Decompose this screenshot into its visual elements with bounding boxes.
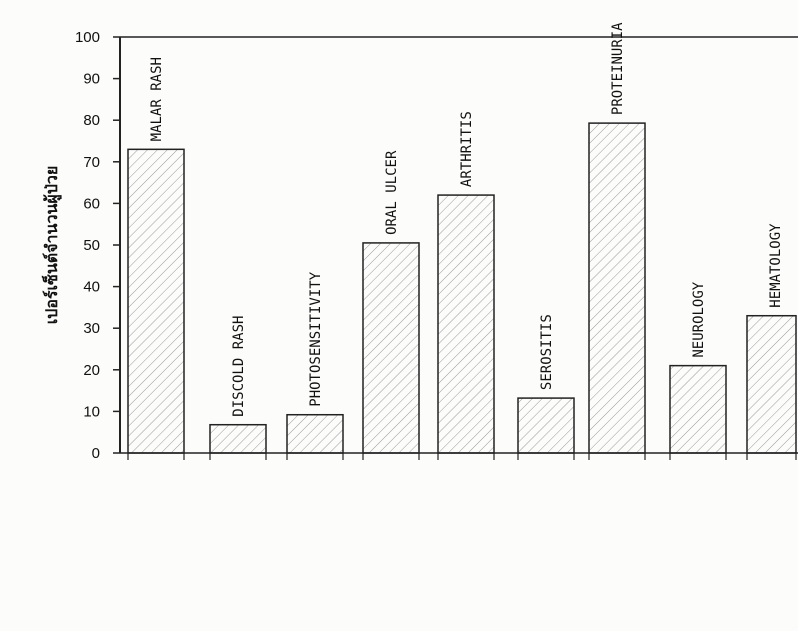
y-axis-label: เปอร์เซ็นต์จำนวนผู้ป่วย	[40, 166, 63, 325]
y-tick-label: 50	[83, 237, 100, 254]
y-tick-label: 10	[83, 403, 100, 420]
y-tick-label: 70	[83, 154, 100, 171]
y-tick-label: 30	[83, 320, 100, 337]
x-ticks-layer	[127, 453, 797, 460]
y-tick-label: 0	[92, 445, 100, 462]
bar-label: HEMATOLOGY	[768, 223, 784, 308]
bars-layer	[127, 122, 797, 454]
bar-label: ARTHRITIS	[459, 111, 475, 187]
y-tick-label: 80	[83, 112, 100, 129]
bar-oral-ulcer	[362, 242, 420, 454]
y-ticks-layer: 0 10 20 30 40 50 60 70 80 90 100	[75, 29, 120, 462]
bar-malar-rash	[127, 148, 185, 454]
bar-arthritis	[437, 194, 495, 454]
bar-proteinuria	[588, 122, 646, 454]
y-tick-label: 40	[83, 279, 100, 296]
bar-neurology	[669, 364, 727, 454]
bar-label: PHOTOSENSITIVITY	[308, 271, 324, 406]
y-tick-label: 20	[83, 362, 100, 379]
y-tick-label: 100	[75, 29, 100, 46]
y-tick-label: 90	[83, 71, 100, 88]
bar-hematology	[746, 314, 797, 454]
bar-serositis	[517, 397, 575, 454]
bar-label: DISCOLD RASH	[231, 316, 247, 417]
y-tick-label: 60	[83, 195, 100, 212]
bar-label: ORAL ULCER	[384, 150, 400, 235]
bar-label: SEROSITIS	[539, 314, 555, 390]
bar-label: PROTEINURIA	[610, 22, 626, 115]
bar-photosensitivity	[286, 413, 344, 454]
bar-label: MALAR RASH	[149, 57, 165, 141]
bar-discold-rash	[209, 423, 267, 454]
bar-label: NEUROLOGY	[691, 281, 707, 357]
bar-labels-layer: MALAR RASH DISCOLD RASH PHOTOSENSITIVITY OR…	[149, 22, 784, 417]
